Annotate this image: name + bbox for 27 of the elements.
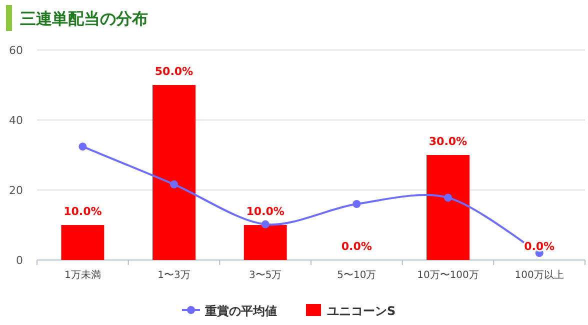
x-tick-label: 1〜3万: [158, 270, 190, 281]
point: [78, 142, 87, 151]
data-label: 50.0%: [154, 65, 194, 78]
point: [261, 220, 270, 228]
x-tick-label: 1万未満: [64, 269, 101, 281]
bar: [244, 225, 287, 260]
y-tick-label: 40: [9, 114, 23, 127]
point: [170, 180, 178, 188]
x-tick-label: 100万以上: [514, 269, 564, 281]
y-tick-label: 0: [16, 254, 23, 267]
x-tick-label: 3〜5万: [248, 270, 282, 281]
data-label: 10.0%: [64, 205, 102, 218]
y-tick-label: 60: [9, 44, 23, 57]
chart-title: 三連単配当の分布: [20, 9, 148, 28]
y-tick-label: 20: [9, 184, 23, 197]
bar: [61, 225, 104, 260]
legend-label: ユニコーンS: [327, 304, 396, 318]
point: [444, 194, 452, 202]
point: [352, 200, 361, 208]
data-label: 10.0%: [246, 205, 284, 218]
x-tick-label: 10万〜100万: [417, 270, 479, 281]
data-label: 0.0%: [341, 240, 372, 253]
bar: [152, 85, 196, 260]
bar: [426, 155, 470, 260]
data-label: 30.0%: [428, 135, 468, 148]
legend-label: 重賞の平均値: [204, 304, 277, 318]
x-tick-label: 5〜10万: [337, 270, 376, 281]
